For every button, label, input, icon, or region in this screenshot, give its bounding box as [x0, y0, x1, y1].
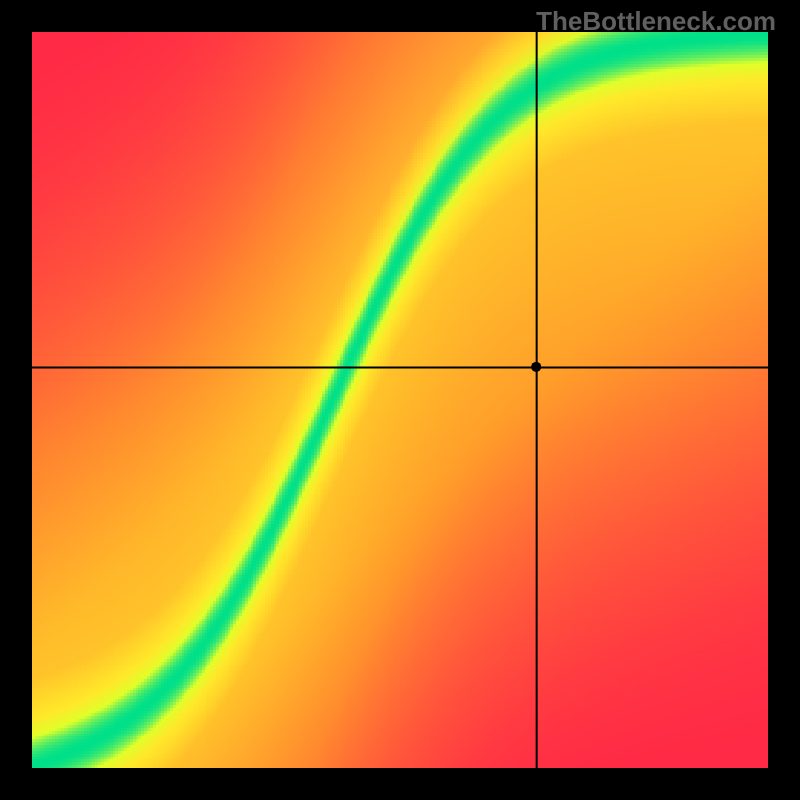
heatmap-canvas [0, 0, 800, 800]
watermark-text: TheBottleneck.com [536, 6, 776, 37]
chart-container: TheBottleneck.com [0, 0, 800, 800]
